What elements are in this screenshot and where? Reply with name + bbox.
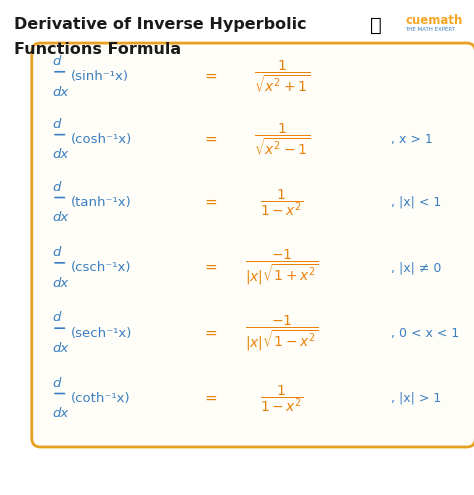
- Text: (tanh⁻¹x): (tanh⁻¹x): [71, 196, 132, 209]
- Text: =: =: [205, 391, 217, 406]
- Text: , |x| > 1: , |x| > 1: [391, 392, 441, 405]
- Text: $\dfrac{1}{1-x^2}$: $\dfrac{1}{1-x^2}$: [260, 187, 304, 218]
- Text: dx: dx: [52, 86, 68, 99]
- Text: =: =: [205, 326, 217, 341]
- Text: $\dfrac{1}{\sqrt{x^2-1}}$: $\dfrac{1}{\sqrt{x^2-1}}$: [254, 122, 310, 157]
- Text: (cosh⁻¹x): (cosh⁻¹x): [71, 133, 132, 146]
- Text: dx: dx: [52, 277, 68, 290]
- Text: d: d: [52, 55, 61, 68]
- Text: , 0 < x < 1: , 0 < x < 1: [391, 327, 459, 340]
- Text: , x > 1: , x > 1: [391, 133, 433, 146]
- Text: =: =: [205, 69, 217, 84]
- Text: dx: dx: [52, 407, 68, 420]
- Text: d: d: [52, 377, 61, 390]
- Text: =: =: [205, 195, 217, 210]
- Text: d: d: [52, 118, 61, 131]
- Text: $\dfrac{-1}{|x|\sqrt{1-x^2}}$: $\dfrac{-1}{|x|\sqrt{1-x^2}}$: [245, 313, 319, 353]
- Text: (sech⁻¹x): (sech⁻¹x): [71, 327, 132, 340]
- FancyBboxPatch shape: [32, 43, 474, 447]
- Text: THE MATH EXPERT: THE MATH EXPERT: [405, 27, 455, 32]
- Text: , |x| < 1: , |x| < 1: [391, 196, 441, 209]
- Text: dx: dx: [52, 342, 68, 355]
- Text: d: d: [52, 311, 61, 324]
- Text: cuemath: cuemath: [405, 14, 463, 27]
- Text: $\dfrac{-1}{|x|\sqrt{1+x^2}}$: $\dfrac{-1}{|x|\sqrt{1+x^2}}$: [245, 248, 319, 288]
- Text: =: =: [205, 132, 217, 147]
- Text: Functions Formula: Functions Formula: [14, 42, 182, 57]
- Text: 🚀: 🚀: [370, 16, 382, 35]
- Text: dx: dx: [52, 211, 68, 224]
- Text: dx: dx: [52, 148, 68, 161]
- Text: (csch⁻¹x): (csch⁻¹x): [71, 261, 132, 274]
- Text: Derivative of Inverse Hyperbolic: Derivative of Inverse Hyperbolic: [14, 17, 307, 32]
- Text: $\dfrac{1}{1-x^2}$: $\dfrac{1}{1-x^2}$: [260, 383, 304, 414]
- Text: $\dfrac{1}{\sqrt{x^2+1}}$: $\dfrac{1}{\sqrt{x^2+1}}$: [254, 59, 310, 95]
- Text: , |x| ≠ 0: , |x| ≠ 0: [391, 261, 441, 274]
- Text: =: =: [205, 260, 217, 275]
- Text: d: d: [52, 181, 61, 194]
- Text: (sinh⁻¹x): (sinh⁻¹x): [71, 70, 129, 83]
- Text: (coth⁻¹x): (coth⁻¹x): [71, 392, 131, 405]
- Text: d: d: [52, 246, 61, 259]
